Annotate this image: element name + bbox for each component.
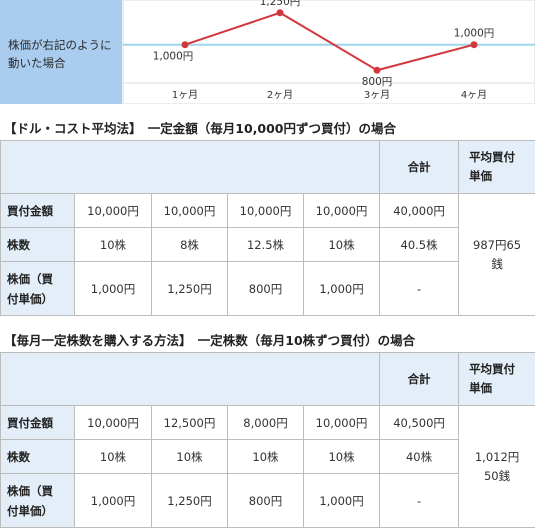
row-label-share-price: 株価（買 付単価） (0, 473, 75, 528)
table-cell: 10,000円 (302, 193, 381, 228)
header-average-line2: 単価 (469, 169, 493, 183)
price-movement-chart: 株価が右記のように 動いた場合 1,000円 1ヶ月 1,250円 2ヶ月 800円 3ヶ… (0, 0, 535, 104)
row-label-purchase-amount: 買付金額 (0, 405, 75, 440)
table-cell: 1,250円 (151, 261, 228, 316)
table-cell: 10株 (74, 439, 152, 474)
section1-table: 合計 平均買付 単価 買付金額 10,000円 10,000円 10,000円 … (0, 140, 535, 316)
table-cell: 10,000円 (151, 193, 228, 228)
table-header-row: 合計 平均買付 単価 (0, 140, 535, 194)
section2-title: 【毎月一定株数を購入する方法】 一定株数（毎月10株ずつ買付）の場合 (4, 333, 416, 348)
table-cell: 10株 (227, 439, 304, 474)
row-label-purchase-amount: 買付金額 (0, 193, 75, 228)
header-total: 合計 (379, 352, 460, 406)
header-average-price: 平均買付 単価 (458, 140, 535, 194)
table-row: 株数 10株 8株 12.5株 10株 40.5株 (0, 227, 535, 262)
row-label-shares: 株数 (0, 227, 75, 262)
row-label-line1: 株価（買 (7, 483, 53, 498)
table-cell: 10株 (151, 439, 228, 474)
average-price-cell: 987円65 銭 (458, 193, 535, 316)
header-average-line1: 平均買付 (469, 150, 516, 164)
section2-table: 合計 平均買付 単価 買付金額 10,000円 12,500円 8,000円 1… (0, 352, 535, 528)
table-cell: 12.5株 (227, 227, 304, 262)
table-cell: 10株 (74, 227, 152, 262)
header-blank-cell (0, 140, 381, 194)
chart-axis-area (122, 82, 535, 104)
average-price-line1: 1,012円 (474, 449, 520, 464)
price-series-line (184, 11, 475, 72)
price-point (373, 66, 381, 74)
table-total-cell: 40株 (379, 439, 460, 474)
table-header-row: 合計 平均買付 単価 (0, 352, 535, 406)
header-average-line2: 単価 (469, 381, 493, 395)
average-price-line2: 銭 (491, 256, 503, 271)
table-cell: 1,250円 (151, 473, 228, 528)
average-price-line2: 50銭 (483, 468, 511, 483)
chart-row-label: 動いた場合 (8, 56, 66, 70)
row-label-shares: 株数 (0, 439, 75, 474)
table-total-cell: 40,500円 (379, 405, 460, 440)
header-blank-cell (0, 352, 381, 406)
price-data-label: 800円 (362, 76, 393, 88)
month-tick-label: 2ヶ月 (267, 89, 293, 101)
month-tick-label: 1ヶ月 (172, 89, 198, 101)
table-row: 株数 10株 10株 10株 10株 40株 (0, 439, 535, 474)
row-label-line1: 株価（買 (7, 271, 53, 286)
table-cell: 12,500円 (151, 405, 228, 440)
table-cell: 1,000円 (74, 261, 152, 316)
table-cell: 8株 (151, 227, 228, 262)
table-total-cell: 40.5株 (379, 227, 460, 262)
table-cell: 10株 (302, 439, 381, 474)
table-total-cell: 40,000円 (379, 193, 460, 228)
header-average-price: 平均買付 単価 (458, 352, 535, 406)
price-point (181, 41, 189, 49)
chart-row-label: 株価が右記のように (8, 38, 112, 52)
table-cell: 10,000円 (302, 405, 381, 440)
section1-title: 【ドル・コスト平均法】 一定金額（毎月10,000円ずつ買付）の場合 (4, 121, 396, 136)
table-cell: 1,000円 (302, 261, 381, 316)
average-price-cell: 1,012円 50銭 (458, 405, 535, 528)
month-tick-label: 4ヶ月 (461, 89, 487, 101)
table-cell: 8,000円 (227, 405, 304, 440)
table-row: 株価（買 付単価） 1,000円 1,250円 800円 1,000円 - (0, 261, 535, 316)
average-price-line1: 987円65 (473, 237, 522, 252)
table-row: 株価（買 付単価） 1,000円 1,250円 800円 1,000円 - (0, 473, 535, 528)
row-label-share-price: 株価（買 付単価） (0, 261, 75, 316)
header-total: 合計 (379, 140, 460, 194)
table-cell: 800円 (227, 473, 304, 528)
header-average-line1: 平均買付 (469, 362, 516, 376)
price-point (470, 41, 478, 49)
price-data-label: 1,250円 (260, 0, 301, 8)
price-point (276, 9, 284, 17)
table-cell: 10株 (302, 227, 381, 262)
price-data-label: 1,000円 (153, 51, 194, 63)
chart-label-panel (0, 0, 122, 104)
table-total-cell: - (379, 473, 460, 528)
table-cell: 1,000円 (74, 473, 152, 528)
month-tick-label: 3ヶ月 (364, 89, 390, 101)
table-row: 買付金額 10,000円 10,000円 10,000円 10,000円 40,… (0, 193, 535, 316)
table-row: 買付金額 10,000円 12,500円 8,000円 10,000円 40,5… (0, 405, 535, 528)
table-cell: 10,000円 (74, 193, 152, 228)
table-cell: 10,000円 (227, 193, 304, 228)
table-cell: 800円 (227, 261, 304, 316)
row-label-line2: 付単価） (7, 291, 53, 306)
table-cell: 1,000円 (302, 473, 381, 528)
table-total-cell: - (379, 261, 460, 316)
table-cell: 10,000円 (74, 405, 152, 440)
price-data-label: 1,000円 (454, 28, 495, 40)
row-label-line2: 付単価） (7, 503, 53, 518)
